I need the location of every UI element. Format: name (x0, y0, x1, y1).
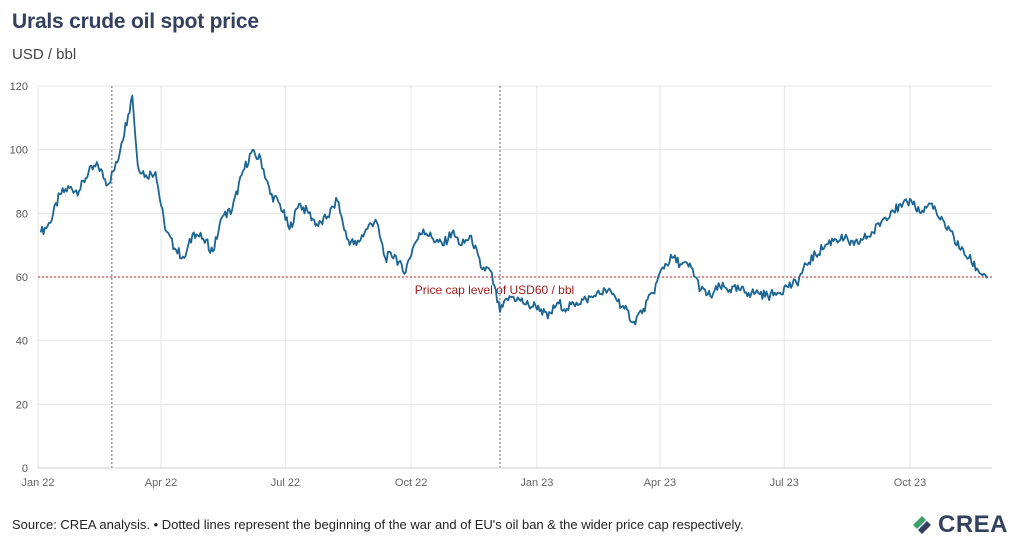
x-tick-label: Apr 22 (145, 477, 177, 489)
axes: 0 20 40 60 80 100 120 Jan 22 Apr 22 Jul 22 Oct 22 J… (10, 81, 992, 489)
source-note: Source: CREA analysis. • Dotted lines re… (12, 517, 744, 532)
series (39, 94, 989, 326)
y-tick-label: 20 (16, 399, 28, 411)
y-tick-label: 40 (16, 336, 28, 348)
x-tick-label: Jan 23 (520, 477, 553, 489)
chart-title: Urals crude oil spot price (12, 10, 259, 33)
y-tick-label: 0 (22, 463, 28, 475)
crea-logo: CREA (910, 511, 1008, 539)
x-tick-label: Jan 22 (21, 477, 54, 489)
urals-price-line (39, 94, 989, 326)
x-tick-label: Jul 22 (271, 477, 300, 489)
y-tick-label: 100 (10, 145, 28, 157)
y-tick-label: 80 (16, 208, 28, 220)
price-cap-label: Price cap level of USD60 / bbl (415, 283, 574, 297)
x-tick-label: Jul 23 (770, 477, 799, 489)
crea-logo-text: CREA (937, 511, 1008, 538)
price-cap-reference: Price cap level of USD60 / bbl (38, 276, 992, 297)
y-tick-label: 120 (10, 81, 28, 93)
x-tick-label: Oct 22 (395, 477, 427, 489)
x-tick-label: Apr 23 (644, 477, 676, 489)
crea-logo-icon (912, 516, 931, 534)
line-chart: Price cap level of USD60 / bbl 0 20 40 60 80… (10, 81, 992, 489)
y-tick-label: 60 (16, 272, 28, 284)
chart-subtitle: USD / bbl (12, 46, 77, 63)
x-tick-label: Oct 23 (894, 477, 926, 489)
